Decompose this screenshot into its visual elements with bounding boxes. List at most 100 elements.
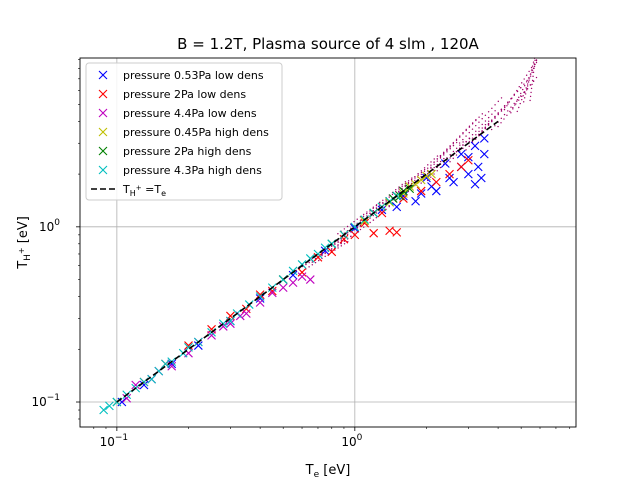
dot-point bbox=[404, 185, 407, 188]
dot-point bbox=[363, 226, 365, 228]
dot-point bbox=[491, 113, 493, 115]
dot-point bbox=[449, 145, 451, 147]
dot-point bbox=[446, 151, 448, 153]
dot-point bbox=[311, 264, 314, 266]
dot-point bbox=[465, 140, 467, 143]
dot-point bbox=[494, 116, 496, 118]
dot-point bbox=[414, 179, 416, 182]
dot-point bbox=[343, 243, 346, 245]
dot-point bbox=[494, 125, 496, 127]
dot-point bbox=[481, 118, 483, 120]
dot-point bbox=[378, 202, 381, 204]
dot-point bbox=[337, 233, 339, 235]
series-5-marker bbox=[395, 191, 405, 201]
dot-point bbox=[471, 134, 474, 136]
dot-point bbox=[340, 245, 343, 247]
y-tick-label: 10−1 bbox=[31, 393, 60, 409]
dot-point bbox=[334, 242, 336, 244]
dot-point bbox=[369, 217, 371, 219]
dot-point bbox=[518, 99, 520, 101]
legend-label: pressure 0.45Pa high dens bbox=[123, 126, 269, 139]
axes-frame bbox=[79, 57, 577, 428]
dot-point bbox=[471, 128, 474, 130]
dot-point bbox=[468, 137, 471, 139]
dot-point bbox=[414, 177, 416, 179]
dot-point bbox=[459, 136, 461, 138]
dot-point bbox=[471, 123, 474, 125]
dot-point bbox=[519, 102, 521, 105]
dot-point bbox=[401, 183, 403, 186]
dot-point bbox=[430, 161, 432, 163]
dot-point bbox=[369, 212, 371, 215]
dot-point bbox=[468, 145, 470, 148]
legend-label: pressure 2Pa high dens bbox=[123, 145, 252, 158]
dot-point bbox=[382, 202, 384, 205]
series-2-marker bbox=[416, 186, 426, 196]
dot-point bbox=[455, 154, 458, 156]
dot-point bbox=[507, 110, 509, 112]
dot-point bbox=[528, 77, 531, 79]
dot-point bbox=[531, 65, 534, 67]
dot-point bbox=[507, 103, 509, 105]
dot-point bbox=[507, 101, 509, 104]
dot-point bbox=[372, 219, 375, 221]
dot-point bbox=[452, 150, 455, 153]
dot-point bbox=[518, 86, 520, 88]
dot-point bbox=[330, 248, 333, 250]
dot-point bbox=[458, 142, 461, 144]
dot-point bbox=[511, 97, 513, 99]
dot-point bbox=[513, 102, 515, 105]
dot-point bbox=[423, 170, 426, 172]
dot-point bbox=[414, 175, 416, 178]
dot-point bbox=[484, 123, 487, 126]
series-3-marker bbox=[288, 278, 298, 288]
dot-point bbox=[407, 180, 410, 182]
dot-point bbox=[439, 166, 442, 169]
dot-point bbox=[487, 111, 490, 113]
dot-point bbox=[449, 153, 451, 156]
dot-point bbox=[533, 63, 536, 66]
series-4-marker bbox=[411, 179, 420, 189]
dot-point bbox=[532, 80, 535, 83]
legend-label: pressure 4.4Pa low dens bbox=[123, 107, 257, 120]
series-2-marker bbox=[445, 169, 454, 179]
dot-point bbox=[494, 104, 496, 106]
dot-point bbox=[433, 158, 435, 160]
dot-point bbox=[462, 144, 464, 146]
dot-point bbox=[395, 189, 397, 191]
dot-point bbox=[372, 214, 374, 217]
series-1-marker bbox=[193, 341, 203, 350]
dot-point bbox=[382, 201, 384, 204]
dot-point bbox=[519, 95, 522, 97]
dot-point bbox=[500, 122, 502, 124]
legend-marker bbox=[98, 165, 108, 175]
series-2-marker bbox=[339, 234, 349, 244]
dot-point bbox=[487, 123, 490, 126]
dot-point bbox=[535, 59, 538, 62]
dot-point bbox=[532, 61, 535, 63]
chart-title: B = 1.2T, Plasma source of 4 slm , 120A bbox=[177, 35, 479, 53]
series-2-marker bbox=[313, 252, 323, 262]
dot-point bbox=[369, 221, 371, 224]
dot-point bbox=[497, 113, 499, 116]
dot-point bbox=[481, 127, 483, 129]
dot-point bbox=[337, 241, 339, 243]
series-6-marker bbox=[99, 405, 109, 415]
series-1-marker bbox=[456, 149, 466, 159]
dot-point bbox=[346, 225, 349, 228]
dot-point bbox=[522, 88, 524, 91]
legend-marker bbox=[98, 108, 108, 118]
dot-point bbox=[509, 110, 511, 113]
series-2-marker bbox=[297, 267, 307, 277]
dot-point bbox=[366, 215, 368, 217]
dot-point bbox=[442, 151, 445, 154]
series-1-marker bbox=[463, 169, 473, 179]
dot-point bbox=[359, 228, 362, 231]
dot-point bbox=[337, 244, 339, 246]
dot-point bbox=[508, 101, 511, 103]
dot-point bbox=[321, 254, 323, 257]
dot-point bbox=[490, 128, 493, 131]
dot-point bbox=[324, 252, 326, 255]
dot-point bbox=[500, 109, 503, 111]
